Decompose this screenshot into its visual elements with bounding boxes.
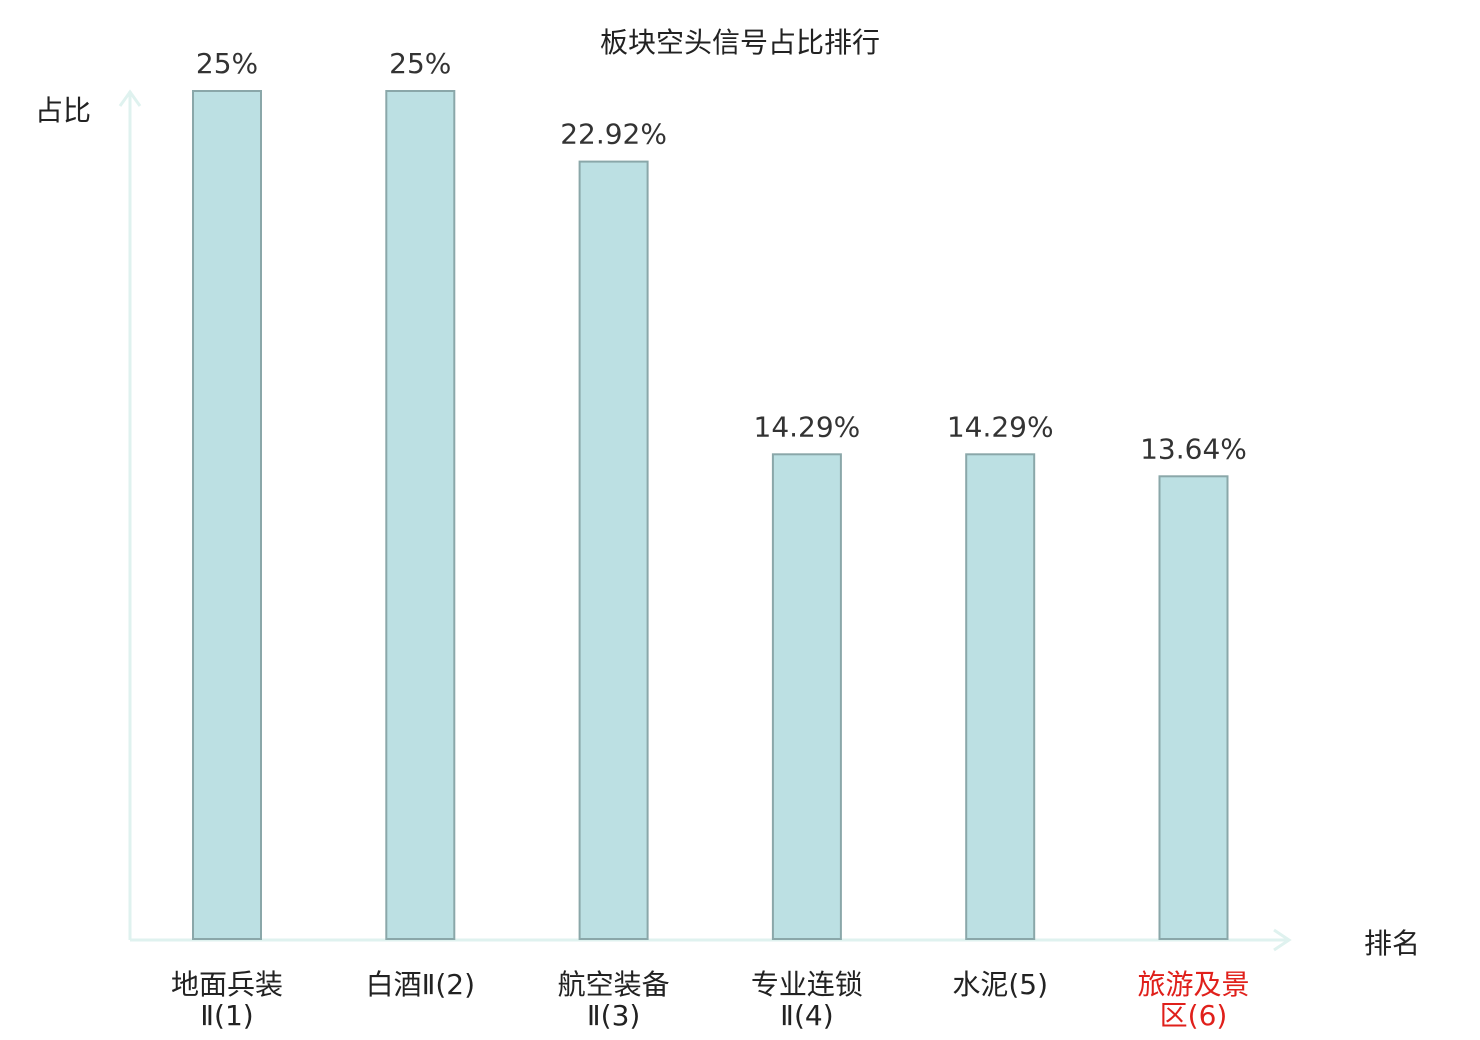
category-tick-label: 旅游及景	[1137, 968, 1249, 1001]
category-tick-label: 专业连锁	[751, 968, 863, 1001]
chart-title: 板块空头信号占比排行	[600, 26, 880, 59]
bar	[578, 160, 649, 941]
bar	[192, 90, 262, 940]
value-labels-group: 25% 25% 22.92% 14.29% 14.29% 13.64%	[196, 47, 1247, 465]
bar-value-label: 13.64%	[1140, 432, 1247, 465]
bar	[771, 453, 842, 940]
x-axis-arrow	[1273, 928, 1292, 952]
bar-value-label: 22.92%	[560, 118, 667, 151]
category-tick-label: 地面兵装	[171, 968, 283, 1001]
bars-group	[192, 90, 1229, 941]
bar	[385, 90, 456, 940]
bar-value-label: 25%	[389, 47, 451, 80]
bar	[1158, 475, 1229, 940]
bar-value-label: 25%	[196, 47, 258, 80]
category-tick-label: 区(6)	[1160, 999, 1228, 1032]
y-axis-label: 占比	[35, 94, 91, 127]
category-tick-label: Ⅱ(4)	[780, 999, 833, 1032]
x-axis-label: 排名	[1364, 927, 1420, 960]
bar	[965, 453, 1036, 940]
bar-value-label: 14.29%	[947, 410, 1054, 443]
category-tick-label: 航空装备	[558, 968, 670, 1001]
bar-value-label: 14.29%	[754, 410, 861, 443]
category-tick-label: 白酒Ⅱ(2)	[366, 968, 475, 1001]
category-tick-label: 水泥(5)	[952, 968, 1048, 1001]
category-tick-label: Ⅱ(1)	[200, 999, 253, 1032]
y-axis-arrow	[118, 89, 142, 107]
category-tick-label: Ⅱ(3)	[587, 999, 640, 1032]
axes	[118, 89, 1292, 952]
